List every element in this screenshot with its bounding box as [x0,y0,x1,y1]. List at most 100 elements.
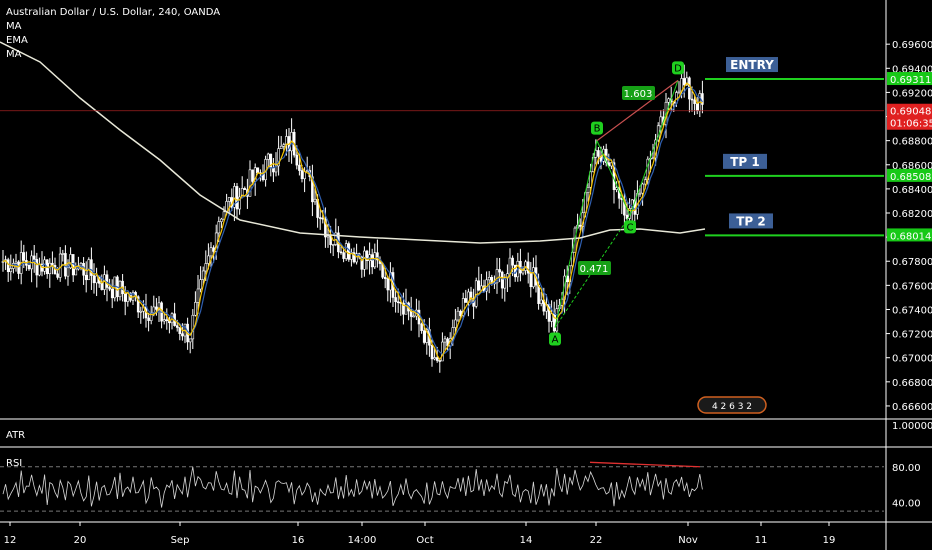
price-tick-label: 0.69200 [892,88,932,99]
candle-body [690,98,694,101]
level-label: TP 2 [736,214,766,228]
level-price-text: 0.68508 [890,172,931,183]
candle-body [318,217,322,219]
indicator-ema-label[interactable]: EMA [6,35,28,46]
candle-body [196,288,200,303]
candle-body [69,254,72,269]
candle-body [474,280,478,307]
candle-body [279,145,283,149]
candle-body [615,187,618,190]
level-price-text: 0.69311 [890,75,931,86]
candle-body [251,169,254,182]
candle-body [178,327,182,334]
candle-body [498,269,501,273]
rsi-tick-label: 80.00 [892,463,921,474]
candle-body [441,341,444,362]
price-tick-label: 0.69600 [892,40,932,51]
point-b-label: B [594,124,601,135]
candle-body [487,276,491,281]
candle-body [243,188,247,190]
events-badge [697,396,767,414]
countdown-text: 01:06:35 [890,119,932,130]
candle-body [217,221,221,234]
candle-body [625,214,629,219]
ema-line [2,82,703,361]
ratio-box [578,261,611,275]
indicator-ma-label[interactable]: MA [6,21,22,32]
candle-body [207,255,210,264]
level-price-tag [887,72,932,86]
candle-body [313,198,317,203]
price-tick-label: 0.67000 [892,354,932,365]
candle-body [162,319,166,322]
candle-body [641,183,644,194]
price-tick-label: 0.69400 [892,64,932,75]
candle-body [74,268,78,276]
price-tick-label: 0.68200 [892,209,932,220]
candle-body [209,247,213,257]
candle-body [110,288,114,299]
candle-body [443,338,447,343]
candle-body [212,247,215,252]
candle-body [402,302,405,315]
point-b-marker [591,121,603,135]
level-label-box [729,213,773,229]
level-label: ENTRY [730,58,774,72]
candle-body [266,153,270,160]
ratio-label: 0.471 [580,264,609,275]
time-tick-label: Sep [171,535,190,546]
candle-body [503,277,507,289]
indicator-ma2-label[interactable]: MA [6,49,22,60]
candle-body [365,250,369,262]
candle-body [430,344,434,360]
current-price-text: 0.69048 [890,107,931,118]
candle-body [597,150,600,157]
candle-body [136,296,140,313]
candle-body [152,306,156,313]
candle-body [147,317,150,321]
candle-body [342,252,345,259]
rsi-pane-label[interactable]: RSI [6,458,23,469]
candle-body [100,283,104,290]
ma-long-line [0,41,706,244]
candle-body [157,302,161,310]
candle-body [181,333,184,337]
candle-body [370,254,374,268]
point-d-marker [672,61,684,75]
point-a-marker [549,332,561,346]
candle-body [412,315,416,318]
level-price-tag [887,228,932,242]
candle-body [396,301,400,304]
time-tick-label: 19 [823,535,836,546]
candle-body [433,357,436,360]
candle-body [58,253,62,278]
events-badge-text: 4 2 6 3 2 [712,402,752,412]
candle-body [233,186,236,208]
candle-body [9,268,13,272]
level-price-text: 0.68014 [890,231,931,242]
price-tick-label: 0.67200 [892,330,932,341]
atr-pane-label[interactable]: ATR [6,430,26,441]
time-tick-label: Nov [678,535,698,546]
candle-body [194,302,197,316]
candle-body [225,201,228,213]
price-tick-label: 0.68600 [892,161,932,172]
time-tick-label: Oct [416,535,433,546]
price-tick-label: 0.67800 [892,257,932,268]
candle-body [685,77,689,86]
point-d-label: D [674,63,682,74]
candle-body [589,171,592,188]
price-tick-label: 0.66800 [892,378,932,389]
candle-body [701,93,704,105]
candle-body [461,298,465,316]
candle-body [66,267,70,277]
candle-body [201,270,205,280]
candle-body [529,272,533,288]
candle-body [363,250,366,270]
candle-body [227,197,231,202]
candle-body [500,271,504,289]
candle-body [300,170,304,180]
candle-body [508,257,512,274]
level-label: TP 1 [730,155,760,169]
